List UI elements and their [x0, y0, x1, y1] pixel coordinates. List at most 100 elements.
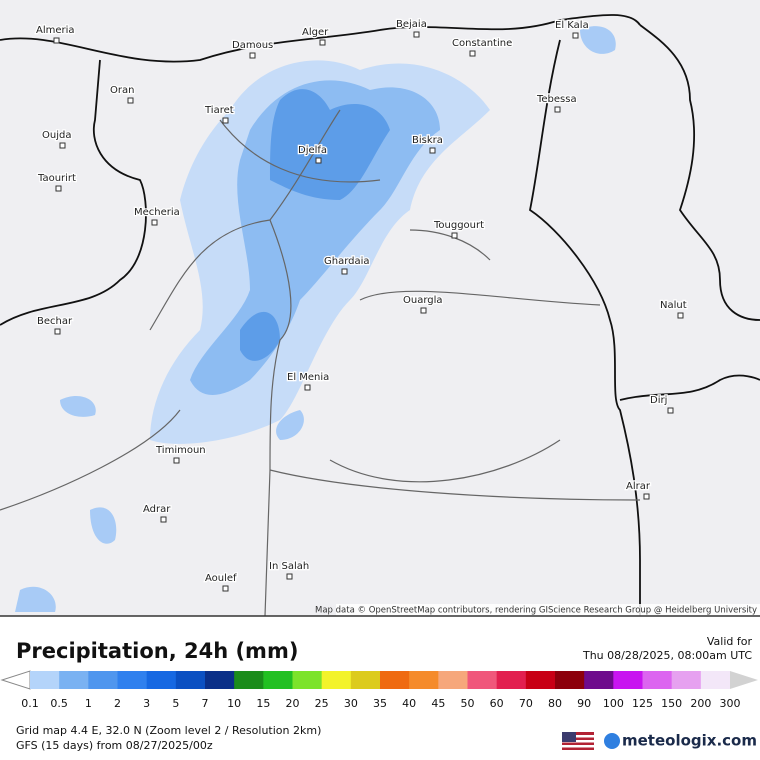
- city-marker: [469, 50, 476, 57]
- city-marker: [451, 232, 458, 239]
- city-label: Timimoun: [155, 445, 206, 456]
- city-label: Taourirt: [37, 173, 76, 184]
- city-marker: [53, 37, 60, 44]
- city-label: Aoulef: [205, 573, 237, 584]
- city-label: Almeria: [36, 25, 75, 36]
- colorbar-cell: [613, 671, 643, 689]
- colorbar-cell: [175, 671, 206, 689]
- city-label: In Salah: [269, 561, 309, 572]
- colorbar-label: 150: [661, 697, 682, 710]
- city-marker: [677, 312, 684, 319]
- city-label: Tiaret: [204, 105, 234, 116]
- colorbar-cell: [146, 671, 177, 689]
- city-marker: [222, 585, 229, 592]
- city-marker: [55, 185, 62, 192]
- city-label: Bechar: [37, 316, 73, 327]
- attribution: Map data © OpenStreetMap contributors, r…: [315, 606, 757, 616]
- city-label: Oujda: [42, 130, 71, 141]
- colorbar-label: 300: [720, 697, 741, 710]
- colorbar-label: 25: [315, 697, 329, 710]
- city-label: Biskra: [412, 135, 443, 146]
- city-marker: [554, 106, 561, 113]
- colorbar-label: 1: [85, 697, 92, 710]
- colorbar-cell: [671, 671, 702, 689]
- colorbar-label: 0.5: [50, 697, 68, 710]
- city-label: El Kala: [555, 20, 589, 31]
- city-marker: [413, 31, 420, 38]
- colorbar-cell: [525, 671, 556, 689]
- city-label: Bejaia: [396, 19, 427, 30]
- city-marker: [151, 219, 158, 226]
- city-marker: [572, 32, 579, 39]
- city-marker: [304, 384, 311, 391]
- city-marker: [643, 493, 650, 500]
- footer-grid: Grid map 4.4 E, 32.0 N (Zoom level 2 / R…: [16, 724, 321, 737]
- colorbar-label: 0.1: [21, 697, 39, 710]
- colorbar-label: 20: [286, 697, 300, 710]
- colorbar-label: 40: [402, 697, 416, 710]
- colorbar-cell: [350, 671, 381, 689]
- city-label: Adrar: [143, 504, 171, 515]
- colorbar-label: 90: [577, 697, 591, 710]
- colorbar-label: 125: [632, 697, 653, 710]
- valid-label: Valid for: [707, 635, 753, 648]
- city-label: Dirj: [650, 395, 667, 406]
- city-marker: [127, 97, 134, 104]
- colorbar-cell: [117, 671, 148, 689]
- colorbar-label: 7: [202, 697, 209, 710]
- colorbar-label: 35: [373, 697, 387, 710]
- colorbar-label: 80: [548, 697, 562, 710]
- colorbar-cell: [584, 671, 614, 689]
- legend-title: Precipitation, 24h (mm): [16, 639, 298, 663]
- colorbar-left-end: [0, 670, 31, 690]
- city-label: Tebessa: [536, 94, 577, 105]
- colorbar-cell: [205, 671, 235, 689]
- city-label: Oran: [110, 85, 134, 96]
- city-marker: [222, 117, 229, 124]
- colorbar-cell: [380, 671, 410, 689]
- city-label: Alger: [302, 27, 329, 38]
- colorbar-cell: [30, 671, 60, 689]
- colorbar-cell: [642, 671, 673, 689]
- city-marker: [341, 268, 348, 275]
- brand-logo: [604, 733, 620, 749]
- colorbar-label: 50: [461, 697, 475, 710]
- colorbar-label: 15: [256, 697, 270, 710]
- colorbar-cell: [438, 671, 468, 689]
- colorbar-label: 5: [172, 697, 179, 710]
- colorbar-label: 100: [603, 697, 624, 710]
- colorbar-cell: [59, 671, 89, 689]
- city-marker: [286, 573, 293, 580]
- city-marker: [59, 142, 66, 149]
- city-label: Ghardaia: [324, 256, 370, 267]
- colorbar-label: 70: [519, 697, 533, 710]
- colorbar-label: 30: [344, 697, 358, 710]
- colorbar-right-end: [730, 671, 758, 689]
- colorbar-cell: [263, 671, 293, 689]
- city-marker: [319, 39, 326, 46]
- footer-model: GFS (15 days) from 08/27/2025/00z: [16, 739, 213, 752]
- valid-time: Thu 08/28/2025, 08:00am UTC: [582, 649, 752, 662]
- colorbar-cell: [88, 671, 118, 689]
- city-label: Mecheria: [134, 207, 180, 218]
- precipitation: [15, 26, 616, 612]
- colorbar-cell: [467, 671, 498, 689]
- city-label: Ouargla: [403, 295, 443, 306]
- city-label: El Menia: [287, 372, 329, 383]
- attribution-bg: [336, 604, 760, 616]
- brand: meteologix.com: [622, 732, 757, 750]
- city-marker: [54, 328, 61, 335]
- flag: [562, 732, 594, 750]
- city-label: Djelfa: [298, 145, 327, 156]
- colorbar-cell: [292, 671, 323, 689]
- colorbar-cell: [409, 671, 439, 689]
- colorbar-cell: [700, 671, 731, 689]
- colorbar-cell: [234, 671, 264, 689]
- city-label: Damous: [232, 40, 273, 51]
- colorbar-cell: [321, 671, 352, 689]
- city-marker: [315, 157, 322, 164]
- colorbar-cell: [496, 671, 527, 689]
- city-marker: [429, 147, 436, 154]
- colorbar-label: 3: [143, 697, 150, 710]
- city-marker: [173, 457, 180, 464]
